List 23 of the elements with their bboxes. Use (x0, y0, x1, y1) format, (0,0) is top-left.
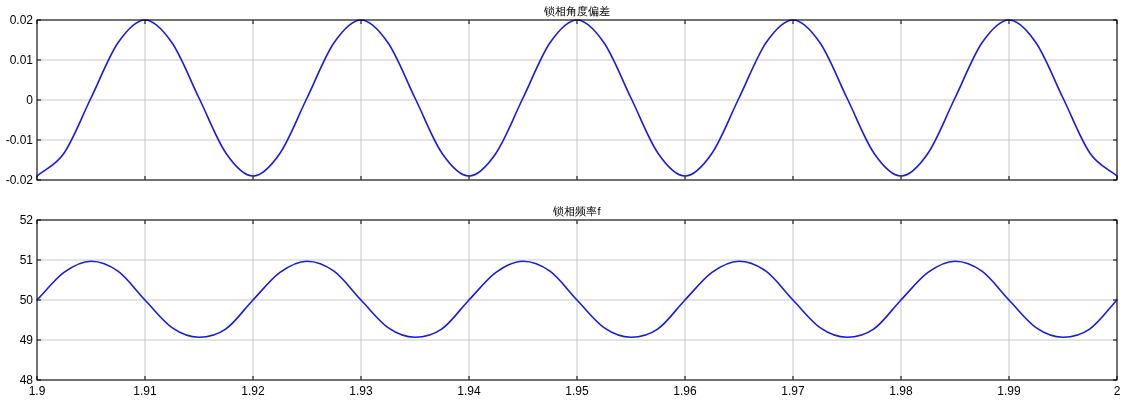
y-tick-label: 0.01 (9, 53, 34, 67)
y-tick-label: -0.02 (5, 173, 34, 187)
x-tick-label: 1.94 (457, 384, 481, 398)
x-tick-label: 1.98 (889, 384, 913, 398)
y-tick-label: -0.01 (5, 133, 34, 147)
x-tick-label: 1.95 (565, 384, 589, 398)
y-tick-label: 0 (26, 93, 34, 107)
y-tick-label: 0.02 (9, 13, 34, 27)
x-tick-label: 1.92 (241, 384, 265, 398)
x-tick-label: 1.97 (781, 384, 805, 398)
x-tick-label: 1.96 (673, 384, 697, 398)
chart-title: 锁相角度偏差 (543, 5, 610, 17)
chart-title: 锁相频率f (552, 205, 602, 217)
x-tick-label: 1.99 (997, 384, 1021, 398)
x-tick-label: 2 (1113, 384, 1121, 398)
y-tick-label: 52 (19, 213, 34, 227)
x-tick-label: 1.93 (349, 384, 373, 398)
x-tick-label: 1.9 (28, 384, 46, 398)
y-tick-label: 48 (19, 373, 34, 387)
y-tick-label: 49 (19, 333, 34, 347)
x-tick-label: 1.91 (133, 384, 157, 398)
y-tick-label: 51 (19, 253, 34, 267)
y-tick-label: 50 (19, 293, 34, 307)
